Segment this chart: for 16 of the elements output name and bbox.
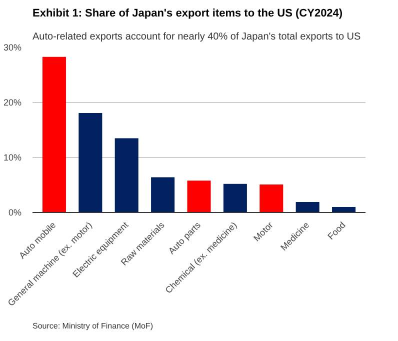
- y-tick-label: 10%: [3, 152, 22, 162]
- bar: [78, 112, 102, 212]
- bar: [260, 184, 284, 212]
- source-note: Source: Ministry of Finance (MoF): [32, 322, 154, 330]
- bar: [332, 207, 356, 212]
- bar: [151, 177, 175, 212]
- bar: [114, 138, 138, 212]
- bar: [187, 180, 211, 212]
- bar: [42, 56, 66, 212]
- y-tick-label: 0%: [8, 208, 22, 218]
- bar: [223, 184, 247, 212]
- chart-title: Exhibit 1: Share of Japan's export items to the US (CY2024): [32, 8, 343, 20]
- chart-subtitle: Auto-related exports account for nearly 40% of Japan's total exports to US: [32, 32, 362, 42]
- y-tick-label: 30%: [3, 42, 22, 52]
- bar: [296, 202, 320, 212]
- y-tick-label: 20%: [3, 98, 22, 108]
